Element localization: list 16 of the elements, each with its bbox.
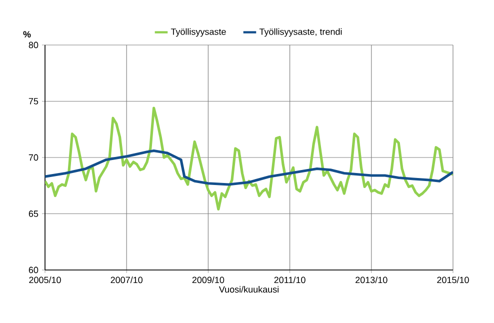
x-tick-label: 2013/10 (356, 276, 388, 284)
y-tick-label: 60 (28, 266, 38, 274)
x-tick-label: 2009/10 (192, 276, 224, 284)
x-tick-label: 2015/10 (437, 276, 469, 284)
x-tick-label: 2005/10 (29, 276, 61, 284)
y-tick-label: 65 (28, 210, 38, 217)
x-tick-label: 2007/10 (110, 276, 143, 284)
legend-label: Työllisyysaste (170, 28, 226, 37)
y-tick-label: 75 (28, 98, 38, 104)
y-axis-title: % (23, 31, 31, 38)
x-axis-title: Vuosi/kuukausi (218, 286, 278, 293)
line-series (45, 149, 453, 186)
y-tick-label: 70 (28, 154, 38, 161)
legend-label: Työllisyysaste, trendi (259, 28, 342, 37)
x-tick-label: 2011/10 (274, 276, 306, 284)
y-tick-label: 80 (28, 42, 38, 48)
